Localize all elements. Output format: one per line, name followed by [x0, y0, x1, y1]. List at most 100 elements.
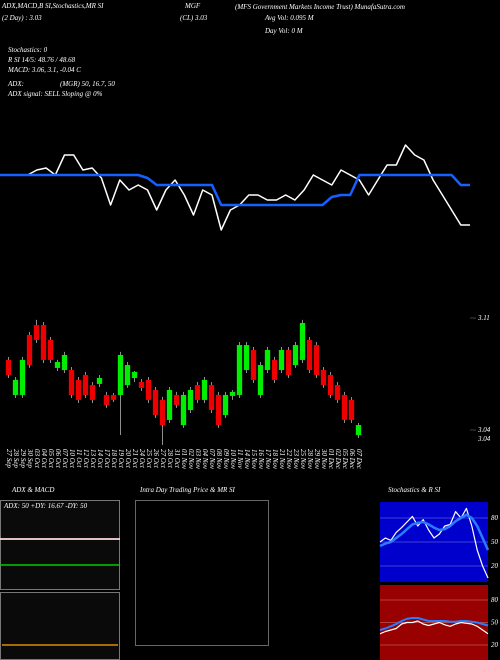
candle-body	[47, 339, 54, 360]
candle-body	[166, 390, 173, 420]
y-tick-label: 50	[491, 538, 499, 546]
x-tick-label: 04 Nov	[201, 449, 209, 470]
candle-body	[341, 394, 348, 420]
x-tick-label: 10 Nov	[229, 449, 237, 470]
y-tick-label: 50	[491, 619, 499, 627]
x-tick-label: 25 Nov	[299, 449, 307, 470]
series-line	[0, 173, 470, 207]
candle-body	[348, 399, 355, 420]
candle-body	[131, 371, 138, 378]
x-tick-label: 22 Nov	[285, 449, 293, 470]
candle-body	[243, 345, 250, 370]
annotation: Day Vol: 0 M	[264, 27, 304, 35]
x-tick-label: 11 Oct	[75, 449, 83, 468]
annotation: MGF	[184, 2, 201, 10]
y-tick-label: 20	[491, 641, 499, 649]
annotation: MACD: 3.06, 3.1, -0.04 C	[7, 66, 81, 74]
candle-body	[138, 382, 145, 388]
candle-body	[159, 399, 166, 426]
candle-body	[117, 354, 124, 395]
candle-body	[61, 354, 68, 370]
annotation: ADX,MACD,B SI,Stochastics,MR SI	[1, 2, 104, 10]
x-tick-label: 05 Dec	[341, 449, 349, 470]
series-line	[379, 620, 489, 635]
x-tick-label: 04 Oct	[40, 449, 48, 469]
x-tick-label: 27 Oct	[159, 449, 167, 469]
candle-body	[26, 334, 33, 366]
candle-body	[320, 370, 327, 386]
candle-body	[264, 350, 271, 370]
candle-body	[306, 339, 313, 370]
y-tick-label: 3.11	[477, 314, 490, 322]
annotation: ADX signal: SELL Sloping @ 0%	[7, 90, 103, 98]
candle-body	[229, 391, 236, 396]
x-tick-label: 08 Nov	[215, 449, 223, 470]
candle-body	[285, 350, 292, 375]
x-tick-label: 28 Oct	[166, 449, 174, 469]
x-tick-label: 14 Oct	[96, 449, 104, 469]
x-tick-label: 07 Dec	[355, 449, 363, 470]
x-tick-label: 25 Oct	[145, 449, 153, 469]
candle-body	[271, 359, 278, 380]
candle-body	[145, 379, 152, 400]
x-tick-label: 31 Oct	[173, 448, 181, 469]
candle-body	[152, 390, 159, 415]
intraday-panel	[135, 500, 269, 646]
annotation: (MGR) 50, 16.7, 50	[60, 80, 115, 88]
candle-body	[278, 350, 285, 370]
series-line	[379, 507, 489, 579]
x-tick-label: 30 Nov	[320, 448, 328, 470]
x-tick-label: 20 Oct	[124, 449, 132, 469]
annotation: R SI 14/5: 48.76 / 48.68	[7, 56, 76, 64]
x-tick-label: 27 Sep	[5, 449, 13, 468]
chart-title: Intra Day Trading Price & MR SI	[139, 486, 236, 494]
x-tick-label: 30 Sep	[26, 448, 34, 468]
candle-body	[12, 379, 19, 395]
candle-body	[299, 322, 306, 360]
x-tick-label: 28 Sep	[12, 449, 20, 468]
candle-body	[327, 374, 334, 395]
macd-panel	[0, 592, 120, 660]
last-close-label: 3.04	[477, 435, 491, 443]
y-tick-label: 80	[491, 514, 499, 522]
candle-body	[89, 385, 96, 400]
candle-body	[201, 379, 208, 400]
candle-body	[68, 370, 75, 395]
candle-body	[75, 379, 82, 400]
candle-body	[208, 385, 215, 410]
candle-body	[250, 350, 257, 380]
y-tick-label: 80	[491, 596, 499, 604]
chart-title: Stochastics & R SI	[388, 486, 441, 494]
x-tick-label: 29 Nov	[313, 449, 321, 470]
x-tick-label: 07 Oct	[61, 449, 69, 469]
x-tick-label: 15 Nov	[250, 449, 258, 470]
candle-body	[222, 394, 229, 415]
annotation: Avg Vol: 0.095 M	[264, 14, 315, 22]
x-tick-label: 29 Sep	[19, 449, 27, 468]
x-tick-label: 17 Nov	[264, 449, 272, 470]
x-tick-label: 02 Nov	[187, 449, 195, 470]
x-tick-label: 21 Nov	[278, 449, 286, 470]
x-tick-label: 18 Oct	[110, 449, 118, 469]
y-tick-label: 3.04	[477, 426, 491, 434]
annotation: Stochastics: 0	[8, 46, 48, 54]
x-tick-label: 07 Nov	[208, 449, 216, 470]
x-tick-label: 21 Oct	[131, 449, 139, 469]
annotation: ADX:	[7, 80, 24, 88]
x-tick-label: 13 Oct	[89, 449, 97, 469]
series-line	[379, 513, 490, 551]
x-tick-label: 23 Nov	[292, 449, 300, 470]
candle-body	[292, 345, 299, 366]
x-tick-label: 16 Nov	[257, 449, 265, 470]
x-tick-label: 01 Nov	[180, 449, 188, 470]
adx-panel	[0, 500, 120, 590]
candle-body	[313, 345, 320, 375]
x-tick-label: 11 Nov	[236, 449, 244, 469]
x-tick-label: 10 Oct	[68, 449, 76, 469]
x-tick-label: 01 Dec	[327, 449, 335, 470]
candle-body	[54, 362, 61, 368]
annotation: (CL) 3.03	[180, 14, 208, 22]
candle-body	[96, 378, 103, 384]
x-tick-label: 03 Oct	[33, 449, 41, 469]
